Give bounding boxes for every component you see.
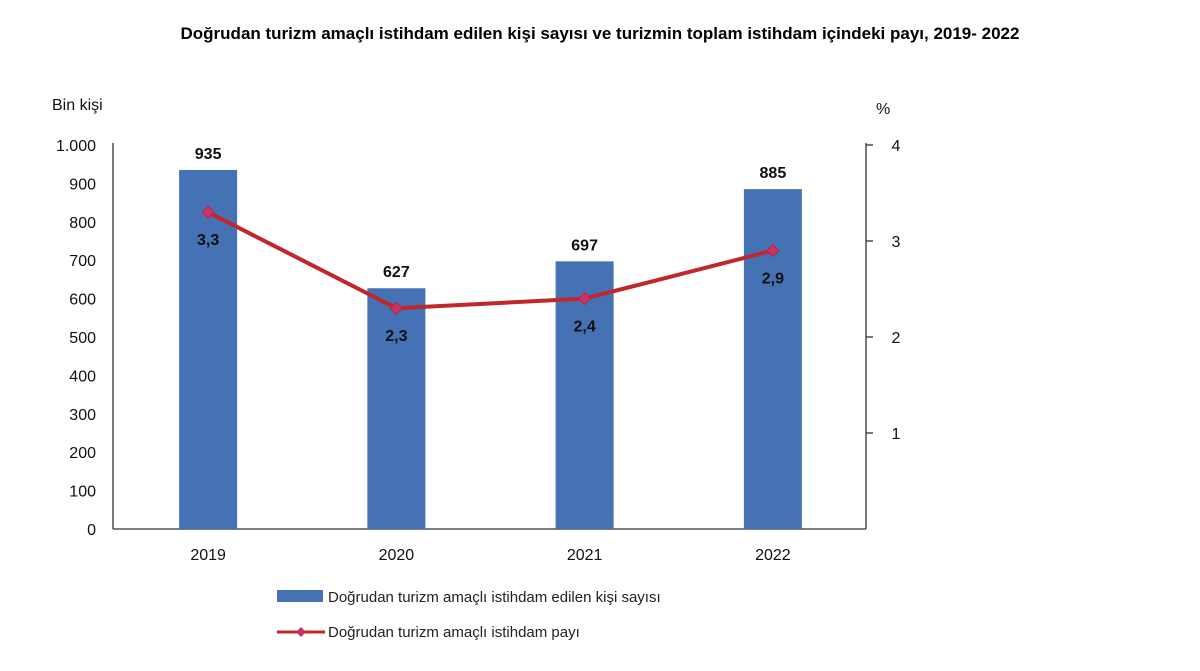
y-tick-label: 1.000 <box>56 138 96 155</box>
y-tick-label: 900 <box>69 176 96 193</box>
line-marker <box>766 243 780 258</box>
line-marker <box>389 301 404 315</box>
y-tick-label: 600 <box>69 292 96 309</box>
bar-value-label: 697 <box>571 237 598 254</box>
y-axis-label: Bin kişi <box>52 97 103 114</box>
x-tick-label: 2021 <box>567 547 603 564</box>
bar <box>743 189 802 529</box>
y2-axis-label: % <box>876 101 890 118</box>
legend-line-marker <box>296 627 306 637</box>
y-tick-label: 0 <box>87 522 96 539</box>
y-tick-label: 500 <box>69 330 96 347</box>
line-value-label: 2,9 <box>762 271 784 288</box>
legend-bar-swatch <box>277 590 323 602</box>
line-value-label: 3,3 <box>197 232 219 249</box>
y2-tick-label: 4 <box>892 138 901 155</box>
line-value-label: 2,3 <box>385 328 407 345</box>
y2-tick-label: 1 <box>892 426 901 443</box>
share-line <box>207 210 774 311</box>
y-tick-label: 300 <box>69 407 96 424</box>
x-tick-label: 2020 <box>379 547 415 564</box>
bar-value-label: 627 <box>383 264 410 281</box>
legend-bar-label: Doğrudan turizm amaçlı istihdam edilen k… <box>328 589 661 606</box>
line-value-label: 2,4 <box>574 319 596 336</box>
x-tick-label: 2022 <box>755 547 791 564</box>
y2-tick-label: 2 <box>892 330 901 347</box>
line-marker <box>201 205 215 219</box>
y-tick-label: 100 <box>69 484 96 501</box>
bar-value-label: 885 <box>760 165 787 182</box>
y-tick-label: 800 <box>69 215 96 232</box>
chart-title: Doğrudan turizm amaçlı istihdam edilen k… <box>180 24 1020 43</box>
y2-tick-label: 3 <box>892 234 901 251</box>
line-marker <box>577 291 592 306</box>
bar <box>367 288 426 529</box>
y-tick-label: 700 <box>69 253 96 270</box>
legend-line-label: Doğrudan turizm amaçlı istihdam payı <box>328 624 580 641</box>
bar <box>179 169 238 529</box>
y-tick-label: 400 <box>69 368 96 385</box>
y-tick-label: 200 <box>69 445 96 462</box>
bar <box>555 261 614 529</box>
x-tick-label: 2019 <box>190 547 226 564</box>
bar-value-label: 935 <box>195 146 222 163</box>
